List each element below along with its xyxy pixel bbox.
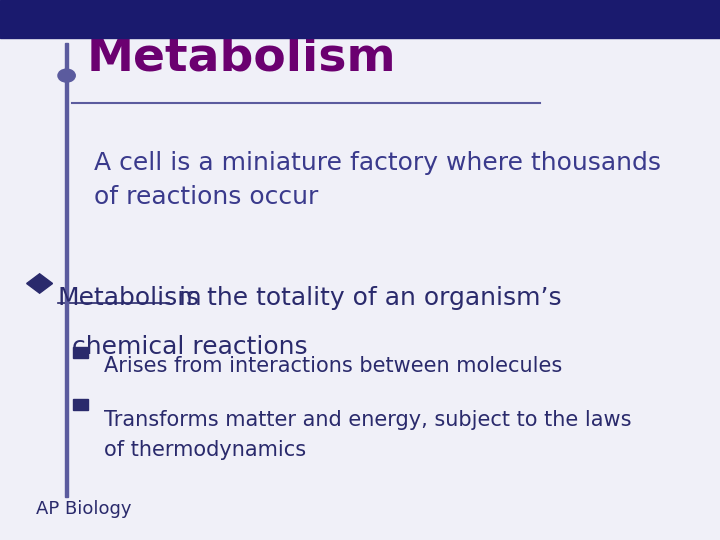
Bar — [0, 0, 720, 38]
Text: Metabolism: Metabolism — [86, 35, 396, 80]
Circle shape — [58, 69, 75, 82]
Text: is the totality of an organism’s: is the totality of an organism’s — [171, 286, 562, 310]
Bar — [73, 347, 88, 358]
Polygon shape — [27, 274, 53, 293]
Text: A cell is a miniature factory where thousands
of reactions occur: A cell is a miniature factory where thou… — [94, 151, 661, 208]
Bar — [65, 43, 68, 497]
Text: Metabolism: Metabolism — [58, 286, 202, 310]
Text: Transforms matter and energy, subject to the laws
of thermodynamics: Transforms matter and energy, subject to… — [104, 410, 632, 460]
Text: AP Biology: AP Biology — [36, 501, 132, 518]
Text: Arises from interactions between molecules: Arises from interactions between molecul… — [104, 356, 562, 376]
Bar — [73, 399, 88, 410]
Text: chemical reactions: chemical reactions — [72, 335, 307, 359]
